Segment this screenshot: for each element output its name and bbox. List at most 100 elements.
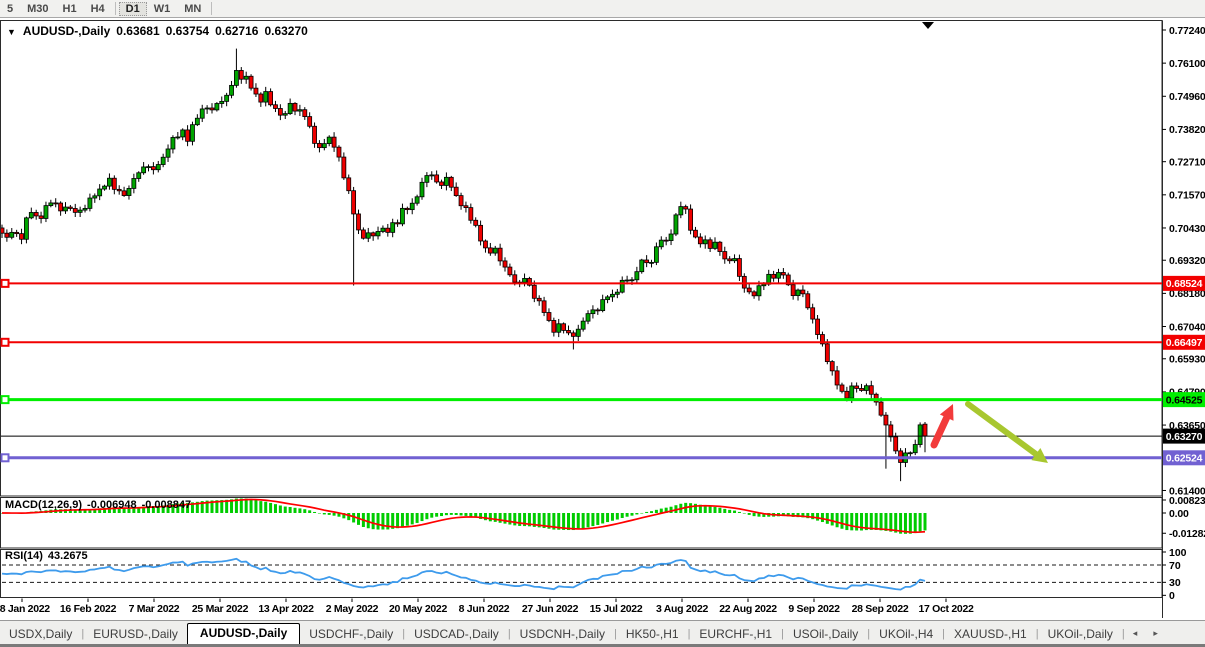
current-bar-marker-icon	[922, 22, 934, 29]
macd-bar	[689, 503, 693, 513]
candle-up	[776, 272, 781, 279]
macd-bar	[366, 513, 370, 529]
timeframe-button-h1[interactable]: H1	[62, 2, 77, 15]
tab-ukoil-daily[interactable]: UKOil-,Daily	[1047, 627, 1113, 641]
chart-canvas[interactable]: 0.77240 0.76100 0.74960 0.73820 0.72710 0.715…	[0, 18, 1205, 620]
candle-up	[297, 109, 303, 112]
candle-down	[854, 385, 860, 389]
candle-up	[9, 231, 15, 238]
chart-dropdown-icon[interactable]: ▼	[7, 27, 16, 37]
price-axis-label: 0.61400	[1169, 485, 1205, 497]
date-axis-label: 16 Feb 2022	[60, 603, 117, 615]
tab-ukoil-h4[interactable]: UKOil-,H4	[879, 627, 934, 641]
macd-bar	[391, 513, 395, 529]
candle-down	[277, 108, 283, 116]
tab-usdx-daily[interactable]: USDX,Daily	[9, 627, 73, 641]
timeframe-button-w1[interactable]: W1	[153, 2, 171, 15]
macd-bar	[918, 513, 922, 532]
candle-up	[92, 195, 98, 199]
candle-down	[19, 233, 24, 240]
red-up-arrow[interactable]	[930, 414, 951, 449]
macd-bar	[513, 513, 517, 526]
macd-bar	[728, 509, 732, 513]
macd-bar	[591, 513, 595, 527]
candle-up	[414, 196, 420, 204]
macd-bar	[337, 513, 341, 517]
tab-hk50-h1[interactable]: HK50-,H1	[625, 627, 679, 641]
macd-bar	[78, 509, 82, 513]
macd-bar	[796, 513, 800, 518]
tab-eurusd-daily[interactable]: EURUSD-,Daily	[93, 627, 178, 641]
macd-bar	[488, 513, 492, 522]
hline-handle[interactable]	[0, 395, 10, 405]
macd-bar	[259, 501, 263, 513]
macd-bar	[908, 513, 912, 534]
timeframe-button-5[interactable]: 5	[7, 2, 14, 15]
hline-handle[interactable]	[0, 453, 10, 463]
green-down-arrow[interactable]	[965, 401, 1039, 458]
macd-bar	[303, 509, 307, 513]
tab-eurchf-h1[interactable]: EURCHF-,H1	[699, 627, 773, 641]
macd-bar	[503, 513, 507, 524]
tab-xauusd-h1[interactable]: XAUUSD-,H1	[954, 627, 1027, 641]
price-axis-label: 0.68180	[1169, 288, 1205, 300]
macd-bar	[601, 513, 605, 524]
macd-main-value: -0.006948	[87, 499, 137, 511]
candle-up	[600, 299, 606, 312]
macd-bar	[430, 513, 434, 518]
candle-down	[238, 70, 244, 80]
macd-bar	[376, 513, 380, 530]
tab-usdcad-daily[interactable]: USDCAD-,Daily	[414, 627, 499, 641]
tab-usdcnh-daily[interactable]: USDCNH-,Daily	[519, 627, 606, 641]
candle-down	[546, 312, 552, 321]
tab-usoil-daily[interactable]: USOil-,Daily	[792, 627, 859, 641]
macd-bar	[273, 504, 277, 513]
timeframe-button-mn[interactable]: MN	[184, 2, 202, 15]
macd-bar	[884, 513, 888, 531]
candle-up	[219, 100, 225, 104]
macd-bar	[752, 513, 756, 517]
candle-up	[756, 285, 762, 297]
price-badge	[1163, 392, 1205, 408]
candle-down	[331, 136, 337, 148]
macd-bar	[327, 513, 331, 515]
hline-handle[interactable]	[0, 278, 10, 288]
tab-scroll-right-icon[interactable]: ▸	[1153, 628, 1158, 638]
rsi-axis-label: 0	[1169, 590, 1175, 602]
price-badge-label: 0.68524	[1166, 278, 1203, 290]
timeframe-button-h4[interactable]: H4	[90, 2, 105, 15]
tab-usdchf-daily[interactable]: USDCHF-,Daily	[309, 627, 394, 641]
timeframe-button-m30[interactable]: M30	[27, 2, 49, 15]
candle-down	[878, 401, 884, 416]
price-axis-label: 0.70430	[1169, 223, 1205, 235]
macd-bar	[498, 513, 502, 523]
candle-down	[800, 289, 806, 295]
candle-up	[492, 247, 498, 254]
candle-down	[536, 297, 542, 302]
candle-down	[810, 307, 816, 320]
candle-down	[448, 176, 454, 188]
candle-up	[424, 175, 430, 183]
macd-bar	[166, 504, 170, 513]
candle-up	[917, 424, 923, 445]
candle-up	[614, 291, 620, 295]
hline-handle[interactable]	[0, 337, 10, 347]
price-badge-label: 0.66497	[1166, 337, 1203, 349]
toolbar-separator	[114, 2, 116, 15]
tab-audusd-daily[interactable]: AUDUSD-,Daily	[186, 623, 301, 644]
candle-down	[663, 239, 669, 242]
candle-up	[761, 283, 767, 287]
candle-up	[282, 113, 288, 116]
macd-bar	[586, 513, 590, 528]
candle-down	[53, 202, 59, 205]
price-axis-label: 0.77240	[1169, 25, 1205, 37]
candle-down	[341, 156, 347, 179]
price-badge-label: 0.62524	[1166, 453, 1203, 465]
macd-bar	[874, 513, 878, 530]
candle-down	[717, 241, 723, 252]
tab-scroll-left-icon[interactable]: ◂	[1132, 628, 1138, 638]
macd-bar	[523, 513, 527, 527]
candle-down	[434, 174, 440, 183]
macd-bar	[659, 508, 663, 513]
timeframe-button-d1[interactable]: D1	[118, 1, 147, 16]
